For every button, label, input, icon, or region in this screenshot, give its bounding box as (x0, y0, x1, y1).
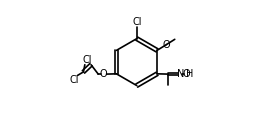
Text: N: N (177, 69, 185, 79)
Text: Cl: Cl (132, 17, 142, 27)
Text: Cl: Cl (69, 75, 79, 85)
Text: O: O (183, 69, 191, 79)
Text: Cl: Cl (83, 55, 92, 65)
Text: H: H (186, 69, 193, 79)
Text: O: O (100, 69, 107, 79)
Text: O: O (163, 40, 170, 50)
